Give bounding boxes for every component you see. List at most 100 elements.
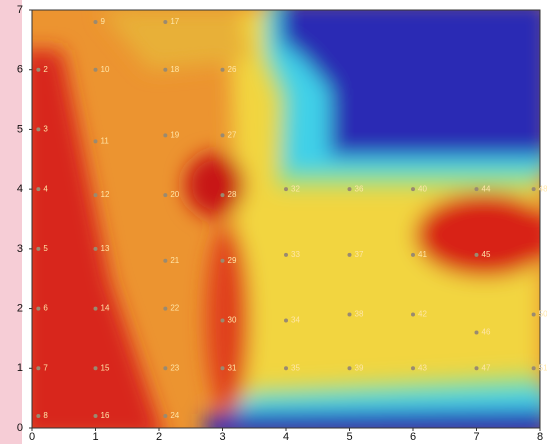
sensor-point <box>221 193 225 197</box>
sensor-label: 43 <box>418 363 427 372</box>
sensor-point <box>532 366 536 370</box>
sensor-point <box>94 414 98 418</box>
sensor-point <box>411 366 415 370</box>
sensor-label: 34 <box>291 316 300 325</box>
sensor-label: 37 <box>355 250 364 259</box>
sensor-point <box>36 127 40 131</box>
sensor-point <box>475 253 479 257</box>
sensor-point <box>411 313 415 317</box>
sensor-point <box>163 133 167 137</box>
sensor-point <box>532 187 536 191</box>
x-tick-label: 2 <box>156 431 162 443</box>
sensor-point <box>221 68 225 72</box>
sensor-label: 22 <box>170 304 179 313</box>
x-tick-label: 7 <box>473 431 479 443</box>
x-tick-label: 4 <box>283 431 289 443</box>
sensor-label: 16 <box>101 411 110 420</box>
sensor-label: 3 <box>43 125 48 134</box>
sensor-point <box>411 187 415 191</box>
sensor-point <box>36 366 40 370</box>
sensor-point <box>284 253 288 257</box>
sensor-label: 26 <box>228 65 237 74</box>
sensor-point <box>36 247 40 251</box>
sensor-label: 42 <box>418 310 427 319</box>
sensor-label: 48 <box>539 184 547 193</box>
x-tick-label: 3 <box>219 431 225 443</box>
sensor-label: 17 <box>170 17 179 26</box>
sensor-point <box>284 319 288 323</box>
sensor-point <box>221 366 225 370</box>
sensor-label: 31 <box>228 363 237 372</box>
sensor-point <box>94 20 98 24</box>
sensor-point <box>163 68 167 72</box>
sensor-point <box>94 139 98 143</box>
sensor-label: 14 <box>101 304 110 313</box>
sensor-point <box>94 307 98 311</box>
sensor-label: 33 <box>291 250 300 259</box>
y-tick-label: 6 <box>17 64 23 76</box>
sensor-label: 18 <box>170 65 179 74</box>
sensor-label: 50 <box>539 310 547 319</box>
sensor-label: 4 <box>43 184 48 193</box>
sensor-point <box>163 366 167 370</box>
sensor-label: 8 <box>43 411 48 420</box>
sensor-point <box>36 68 40 72</box>
sensor-point <box>163 259 167 263</box>
sensor-label: 21 <box>170 256 179 265</box>
sensor-point <box>36 307 40 311</box>
sensor-label: 5 <box>43 244 48 253</box>
sensor-label: 7 <box>43 363 48 372</box>
sensor-label: 9 <box>101 17 106 26</box>
y-tick-label: 3 <box>17 243 23 255</box>
sensor-label: 28 <box>228 190 237 199</box>
sensor-label: 11 <box>101 136 110 145</box>
chart: 0123456780123456723456789101112131415161… <box>0 0 547 444</box>
sensor-point <box>94 68 98 72</box>
sensor-point <box>411 253 415 257</box>
x-tick-label: 1 <box>92 431 98 443</box>
sensor-point <box>36 414 40 418</box>
y-tick-label: 4 <box>17 183 23 195</box>
sensor-label: 38 <box>355 310 364 319</box>
sensor-point <box>532 313 536 317</box>
sensor-point <box>163 414 167 418</box>
sensor-point <box>221 319 225 323</box>
sensor-point <box>475 330 479 334</box>
sensor-label: 51 <box>539 363 547 372</box>
sensor-point <box>94 366 98 370</box>
y-tick-label: 5 <box>17 123 23 135</box>
x-tick-label: 5 <box>346 431 352 443</box>
sensor-point <box>163 307 167 311</box>
x-tick-label: 8 <box>537 431 543 443</box>
sensor-point <box>348 187 352 191</box>
sensor-point <box>221 259 225 263</box>
sensor-label: 19 <box>170 131 179 140</box>
sensor-point <box>348 253 352 257</box>
sensor-label: 13 <box>101 244 110 253</box>
sensor-label: 45 <box>482 250 491 259</box>
sensor-label: 24 <box>170 411 179 420</box>
sensor-label: 32 <box>291 184 300 193</box>
sensor-label: 12 <box>101 190 110 199</box>
sensor-point <box>348 313 352 317</box>
sensor-point <box>284 366 288 370</box>
sensor-label: 41 <box>418 250 427 259</box>
sensor-label: 30 <box>228 316 237 325</box>
sensor-label: 10 <box>101 65 110 74</box>
sensor-point <box>94 247 98 251</box>
sensor-label: 29 <box>228 256 237 265</box>
sensor-label: 39 <box>355 363 364 372</box>
sensor-label: 6 <box>43 304 48 313</box>
x-tick-label: 6 <box>410 431 416 443</box>
x-tick-label: 0 <box>29 431 35 443</box>
sensor-label: 35 <box>291 363 300 372</box>
sensor-label: 23 <box>170 363 179 372</box>
sensor-label: 36 <box>355 184 364 193</box>
heat-field <box>20 0 547 440</box>
sensor-point <box>475 187 479 191</box>
sensor-label: 2 <box>43 65 48 74</box>
sensor-point <box>163 20 167 24</box>
y-tick-label: 7 <box>17 4 23 16</box>
sensor-point <box>94 193 98 197</box>
sensor-label: 40 <box>418 184 427 193</box>
